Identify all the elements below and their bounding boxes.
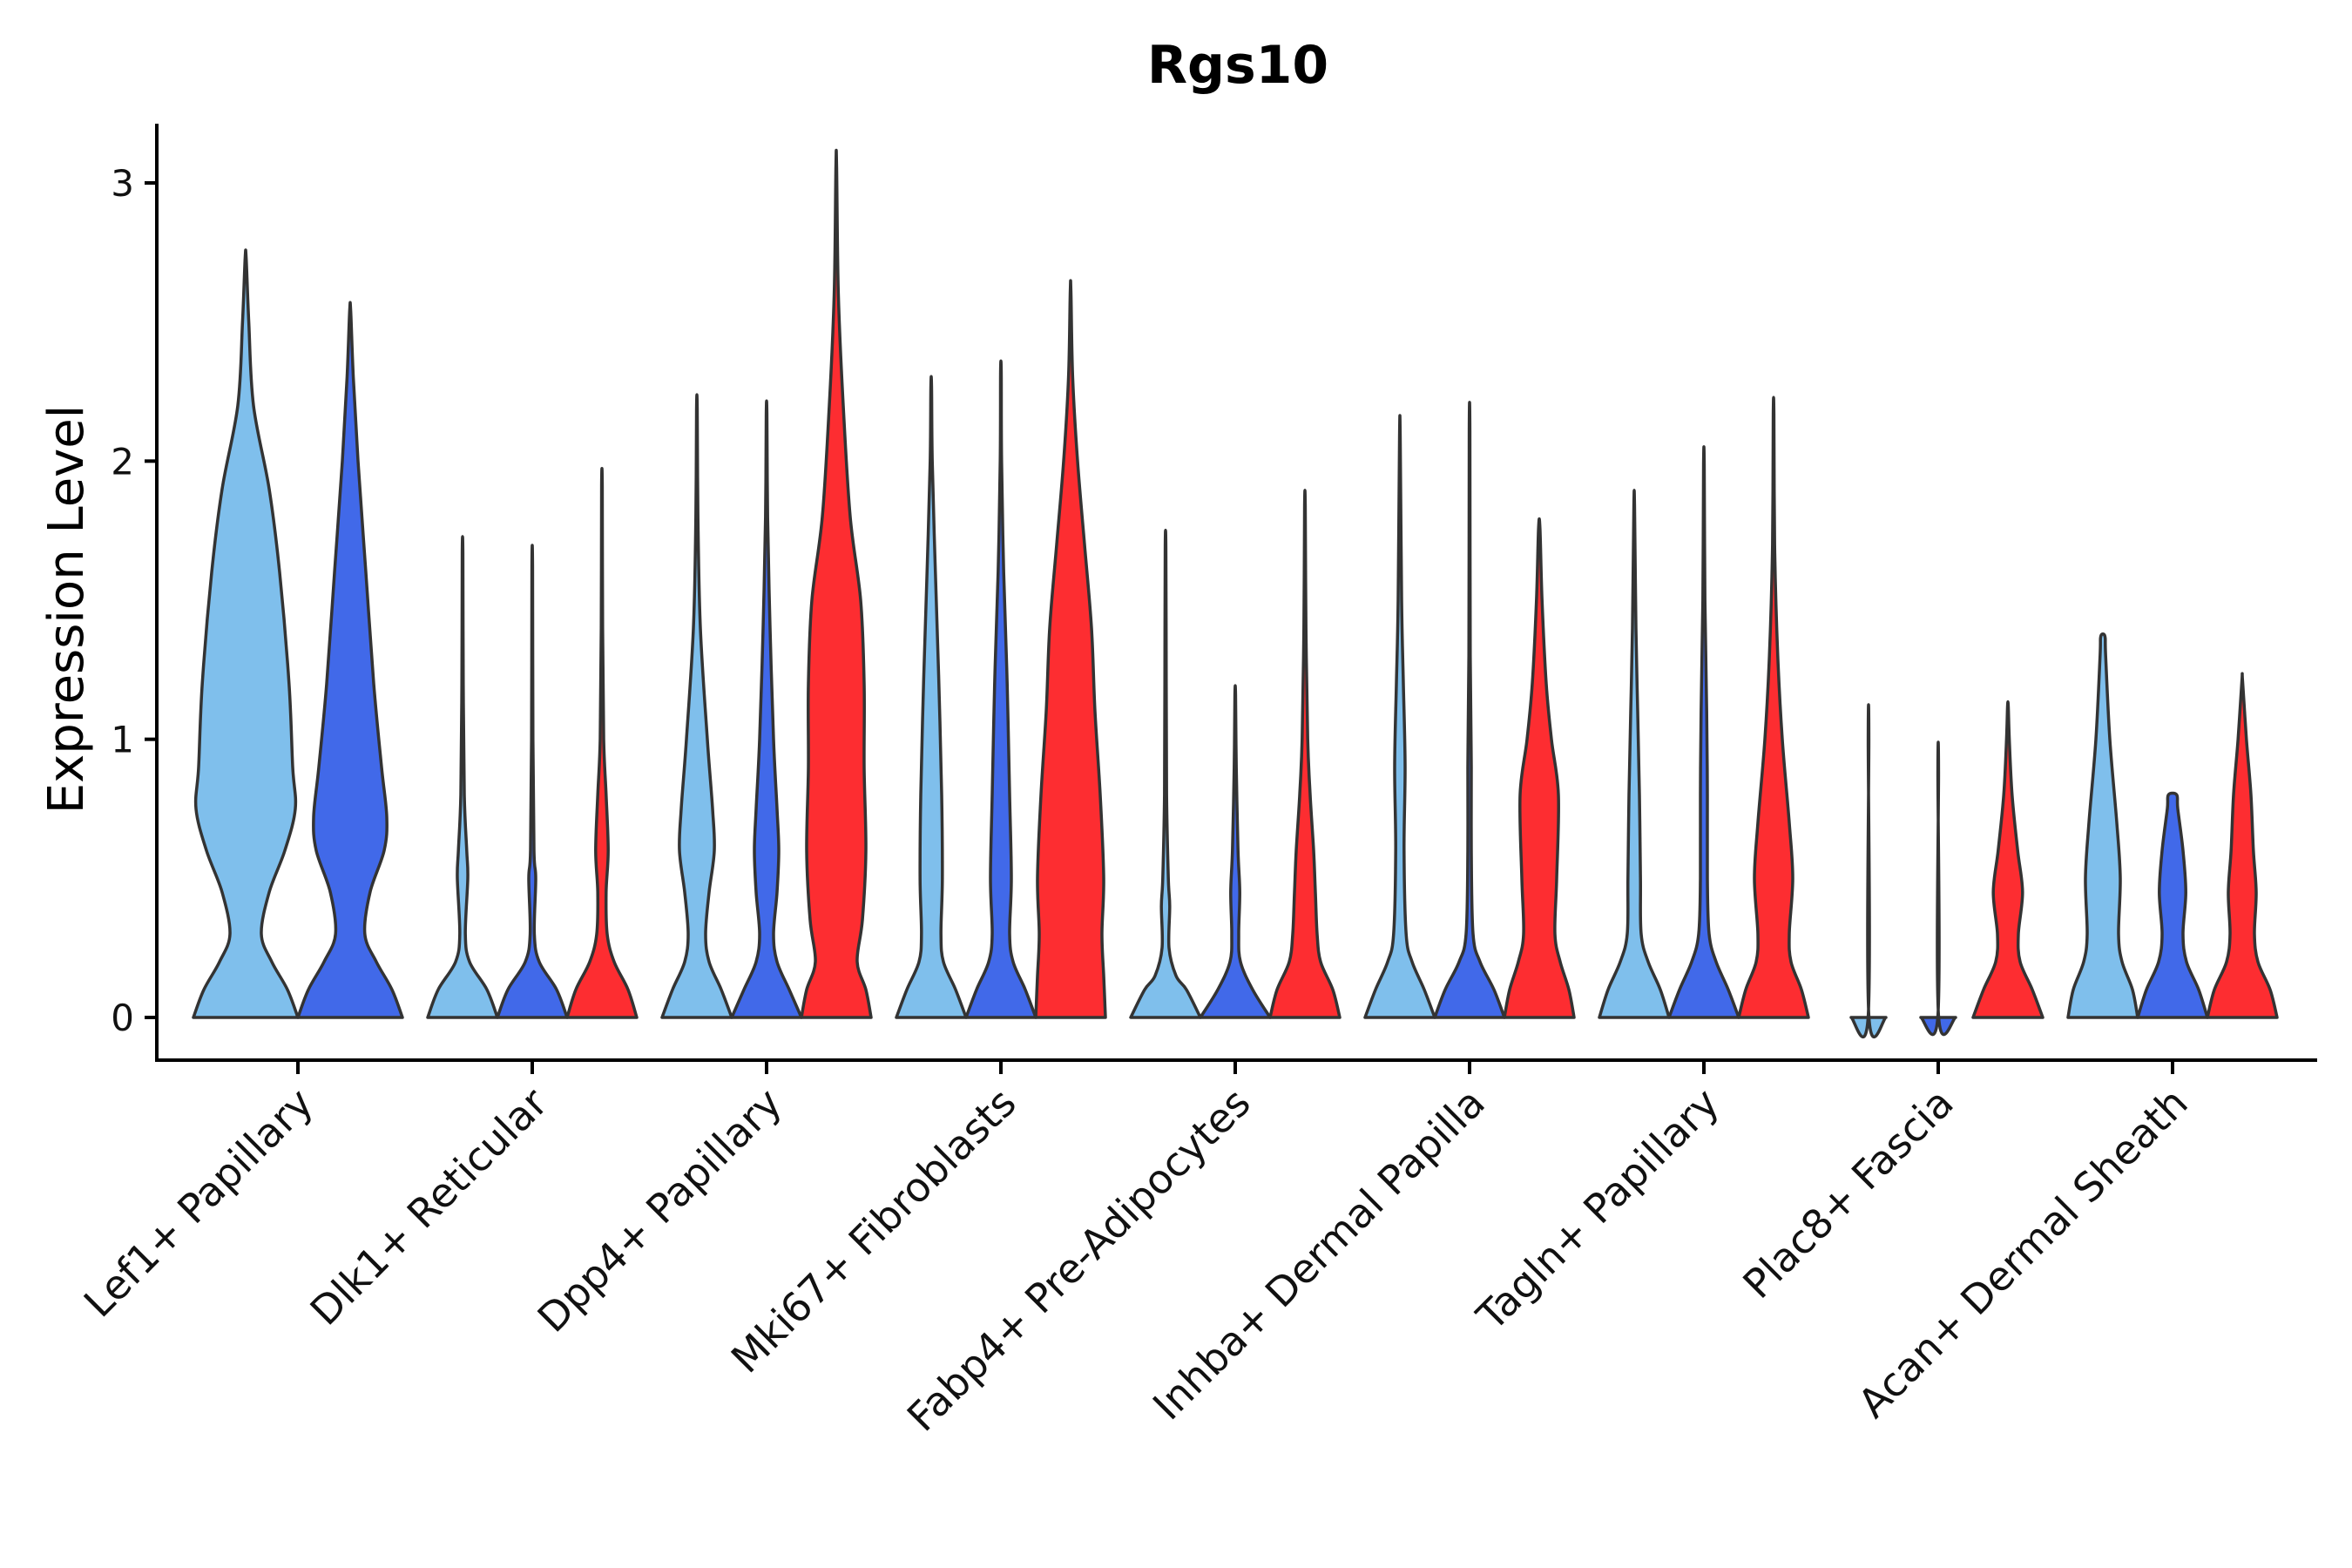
- violin-3-group-2: [730, 399, 803, 1019]
- x-tick-label: Lef1+ Papillary: [75, 1079, 322, 1327]
- y-tick-label: 3: [111, 162, 134, 205]
- violin-6-group-2: [1433, 401, 1506, 1019]
- violin-2-group-3: [565, 466, 639, 1019]
- violin-3-group-1: [660, 393, 733, 1019]
- y-tick-label: 2: [111, 440, 134, 483]
- violin-9-group-3: [2206, 672, 2279, 1019]
- violin-8-group-3: [1971, 700, 2044, 1019]
- violin-3-group-3: [800, 148, 873, 1019]
- violin-6-group-3: [1503, 517, 1576, 1019]
- violin-4-group-1: [895, 375, 968, 1019]
- violin-7-group-3: [1737, 395, 1810, 1019]
- violin-7-group-1: [1598, 489, 1671, 1019]
- violin-6-group-1: [1363, 414, 1436, 1019]
- violin-5-group-2: [1199, 684, 1272, 1019]
- violin-4-group-2: [964, 359, 1037, 1019]
- violin-1-group-2: [296, 301, 404, 1019]
- y-axis-ticks: 0 1 2 3: [111, 162, 157, 1039]
- x-tick-label: Plac8+ Fascia: [1734, 1079, 1962, 1308]
- y-axis-label: Expression Level: [38, 405, 95, 814]
- violin-2-group-2: [496, 544, 569, 1019]
- violin-1-group-1: [192, 248, 300, 1019]
- violin-2-group-1: [426, 535, 499, 1019]
- violin-5-group-3: [1268, 489, 1342, 1019]
- y-tick-label: 1: [111, 719, 134, 761]
- x-tick-label: Dlk1+ Reticular: [301, 1079, 557, 1335]
- violin-9-group-2: [2136, 791, 2209, 1019]
- violin-7-group-2: [1667, 445, 1740, 1019]
- violin-4-group-3: [1034, 279, 1107, 1019]
- violin-8-group-2: [1919, 740, 1957, 1037]
- x-tick-label: Tagln+ Papillary: [1467, 1079, 1728, 1341]
- chart-title: Rgs10: [1147, 35, 1328, 96]
- x-tick-label: Dpp4+ Papillary: [529, 1079, 791, 1342]
- violin-5-group-1: [1129, 528, 1202, 1019]
- violin-group: [192, 148, 2279, 1039]
- violin-9-group-1: [2066, 632, 2139, 1019]
- violin-8-group-1: [1849, 703, 1888, 1039]
- y-tick-label: 0: [111, 997, 134, 1039]
